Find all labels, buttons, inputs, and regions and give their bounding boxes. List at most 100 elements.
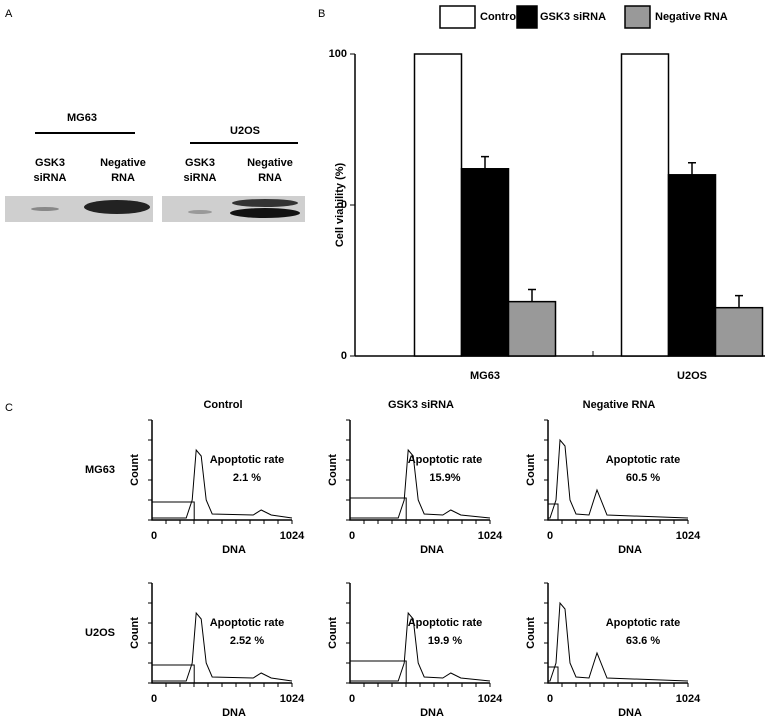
plot-ticks	[148, 419, 293, 524]
histogram-curve	[548, 601, 689, 682]
x-tick-label: 0	[151, 693, 157, 705]
column-title: Control	[203, 399, 242, 411]
gate-line	[152, 664, 195, 683]
x-tick-label: 1024	[676, 530, 701, 542]
legend-label: Control	[480, 11, 519, 23]
x-tick-label: 0	[547, 530, 553, 542]
gate-line	[548, 503, 559, 520]
x-tick-label: MG63	[470, 370, 500, 382]
x-tick-label: 0	[349, 693, 355, 705]
y-tick-label: 0	[341, 199, 347, 211]
rate-title: Apoptotic rate	[210, 617, 285, 629]
plot-ticks	[346, 419, 491, 524]
histogram-curve	[350, 611, 491, 682]
error-bar	[481, 155, 489, 169]
lane-label: Negative	[247, 157, 293, 169]
plot-ticks	[544, 582, 689, 687]
histogram-curve	[548, 438, 689, 519]
lane-label: siRNA	[183, 172, 216, 184]
legend-swatch	[624, 5, 651, 29]
y-label: Count	[525, 617, 537, 649]
x-tick-label: 1024	[676, 693, 701, 705]
rate-value: 19.9 %	[428, 635, 462, 647]
legend-label: GSK3 siRNA	[540, 11, 606, 23]
rate-value: 2.52 %	[230, 635, 264, 647]
rate-title: Apoptotic rate	[606, 617, 681, 629]
lane-label: RNA	[111, 172, 135, 184]
rate-value: 60.5 %	[626, 472, 660, 484]
x-tick-label: 1024	[478, 530, 503, 542]
plot-axes	[547, 420, 688, 521]
x-tick-label: 0	[349, 530, 355, 542]
rate-value: 63.6 %	[626, 635, 660, 647]
bar	[413, 53, 463, 357]
gate-line	[350, 497, 407, 520]
plot-axes	[547, 583, 688, 684]
x-label: DNA	[222, 707, 246, 719]
histogram-curve	[350, 448, 491, 519]
bar	[507, 300, 557, 357]
plot-axes	[151, 420, 292, 521]
legend-swatch	[439, 5, 476, 29]
plot-ticks	[544, 419, 689, 524]
y-label: Count	[129, 617, 141, 649]
rate-value: 15.9%	[429, 472, 460, 484]
x-tick-label: 1024	[280, 693, 305, 705]
rate-value: 2.1 %	[233, 472, 261, 484]
cell-line-label: MG63	[67, 112, 97, 124]
y-tick-label: 100	[329, 48, 347, 60]
x-tick-label: U2OS	[677, 370, 707, 382]
rate-title: Apoptotic rate	[408, 454, 483, 466]
panel-label: A	[5, 8, 13, 20]
x-label: DNA	[420, 707, 444, 719]
plot-axes	[151, 583, 292, 684]
y-label: Count	[327, 454, 339, 486]
rate-title: Apoptotic rate	[606, 454, 681, 466]
lane-label: siRNA	[33, 172, 66, 184]
bar	[460, 168, 510, 357]
gate-line	[152, 501, 195, 520]
cell-line-label: U2OS	[230, 125, 260, 137]
histogram-curve	[152, 611, 293, 682]
x-label: DNA	[420, 544, 444, 556]
lane-label: Negative	[100, 157, 146, 169]
plot-ticks	[346, 582, 491, 687]
legend-label: Negative RNA	[655, 11, 728, 23]
error-bar	[688, 161, 696, 175]
gate-line	[350, 660, 407, 683]
bar	[620, 53, 670, 357]
error-bar	[735, 294, 743, 308]
rate-title: Apoptotic rate	[408, 617, 483, 629]
x-label: DNA	[222, 544, 246, 556]
row-label: MG63	[85, 464, 115, 476]
y-tick-label: 0	[341, 350, 347, 362]
rate-title: Apoptotic rate	[210, 454, 285, 466]
bar	[714, 306, 764, 357]
x-tick-label: 1024	[478, 693, 503, 705]
x-tick-label: 0	[547, 693, 553, 705]
column-title: GSK3 siRNA	[388, 399, 454, 411]
y-label: Count	[129, 454, 141, 486]
western-blot	[5, 196, 305, 222]
y-axis-title: Cell viability (%)	[334, 162, 346, 247]
histogram-curve	[152, 448, 293, 519]
error-bar	[528, 288, 536, 302]
x-label: DNA	[618, 544, 642, 556]
y-label: Count	[327, 617, 339, 649]
legend-swatch	[516, 5, 538, 29]
bar	[667, 174, 717, 357]
panel-label: C	[5, 402, 13, 414]
x-label: DNA	[618, 707, 642, 719]
gate-line	[548, 666, 559, 683]
x-tick-label: 0	[151, 530, 157, 542]
y-label: Count	[525, 454, 537, 486]
lane-label: GSK3	[185, 157, 215, 169]
column-title: Negative RNA	[583, 399, 656, 411]
plot-ticks	[148, 582, 293, 687]
row-label: U2OS	[85, 627, 115, 639]
x-tick-label: 1024	[280, 530, 305, 542]
lane-label: RNA	[258, 172, 282, 184]
lane-label: GSK3	[35, 157, 65, 169]
panel-label: B	[318, 8, 325, 20]
